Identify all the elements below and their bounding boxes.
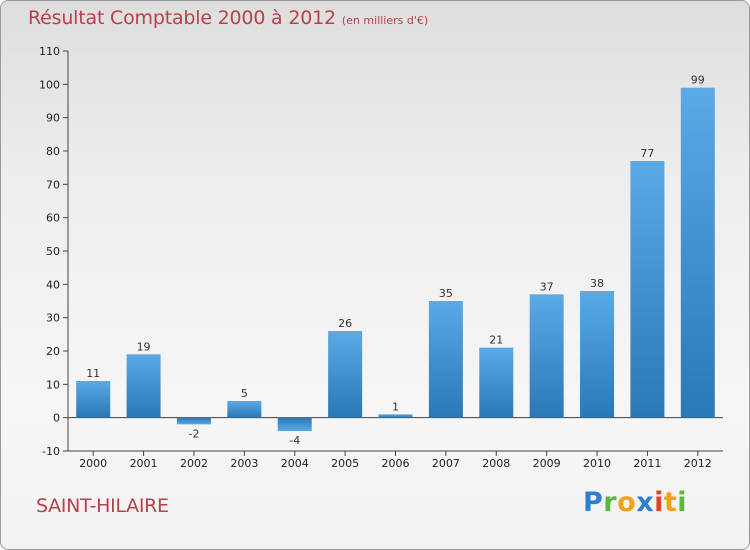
bar-2001 xyxy=(126,354,161,418)
y-tick-label: 30 xyxy=(46,312,60,325)
x-tick-label: 2009 xyxy=(533,457,561,470)
x-tick-label: 2003 xyxy=(230,457,258,470)
chart-title-row: Résultat Comptable 2000 à 2012 (en millie… xyxy=(28,7,428,29)
y-tick-label: 20 xyxy=(46,345,60,358)
bar-2002 xyxy=(176,417,211,425)
bar-2012 xyxy=(680,87,715,418)
bar-2008 xyxy=(479,347,514,418)
chart-subtitle: (en milliers d'€) xyxy=(341,14,429,27)
bar-2003 xyxy=(227,401,262,418)
x-tick-label: 2011 xyxy=(633,457,661,470)
bar-2007 xyxy=(428,301,463,418)
bar-2010 xyxy=(580,291,615,418)
bar-value-label: 21 xyxy=(489,334,503,347)
proxiti-logo: Proxiti xyxy=(583,487,688,518)
y-tick-label: 100 xyxy=(39,78,60,91)
x-tick-label: 2005 xyxy=(331,457,359,470)
bar-2011 xyxy=(630,161,665,418)
bar-2000 xyxy=(76,381,111,418)
y-tick-label: 40 xyxy=(46,278,60,291)
y-tick-label: 70 xyxy=(46,178,60,191)
y-tick-label: 90 xyxy=(46,112,60,125)
bar-2005 xyxy=(328,331,363,418)
x-tick-label: 2007 xyxy=(432,457,460,470)
y-tick-label: -10 xyxy=(42,445,60,458)
bar-value-label: 35 xyxy=(439,287,453,300)
y-tick-label: 10 xyxy=(46,378,60,391)
x-tick-label: 2001 xyxy=(130,457,158,470)
x-tick-label: 2002 xyxy=(180,457,208,470)
x-tick-label: 2008 xyxy=(482,457,510,470)
bar-value-label: 99 xyxy=(691,74,705,87)
location-label: SAINT-HILAIRE xyxy=(36,495,169,517)
y-tick-label: 50 xyxy=(46,245,60,258)
x-tick-label: 2006 xyxy=(382,457,410,470)
x-tick-label: 2000 xyxy=(79,457,107,470)
x-tick-label: 2010 xyxy=(583,457,611,470)
y-tick-label: 110 xyxy=(39,45,60,58)
bar-value-label: -4 xyxy=(289,434,300,447)
bar-value-label: 77 xyxy=(640,147,654,160)
labels-group: 11 19 -2 5 -4 26 1 35 21 37 38 77 99 xyxy=(86,74,705,447)
x-tick-label: 2012 xyxy=(684,457,712,470)
bar-value-label: 37 xyxy=(540,280,554,293)
chart-title: Résultat Comptable 2000 à 2012 xyxy=(28,7,336,29)
bar-2009 xyxy=(529,294,564,418)
bar-value-label: 38 xyxy=(590,277,604,290)
bar-2006 xyxy=(378,414,413,418)
x-tick-label: 2004 xyxy=(281,457,309,470)
y-tick-label: 60 xyxy=(46,212,60,225)
bars-group xyxy=(76,87,715,431)
bar-value-label: 19 xyxy=(137,340,151,353)
bar-value-label: 1 xyxy=(392,400,399,413)
bar-value-label: 5 xyxy=(241,387,248,400)
bar-value-label: -2 xyxy=(188,427,199,440)
bar-2004 xyxy=(277,417,312,431)
y-tick-label: 0 xyxy=(53,412,60,425)
bar-value-label: 11 xyxy=(86,367,100,380)
bar-value-label: 26 xyxy=(338,317,352,330)
y-tick-label: 80 xyxy=(46,145,60,158)
